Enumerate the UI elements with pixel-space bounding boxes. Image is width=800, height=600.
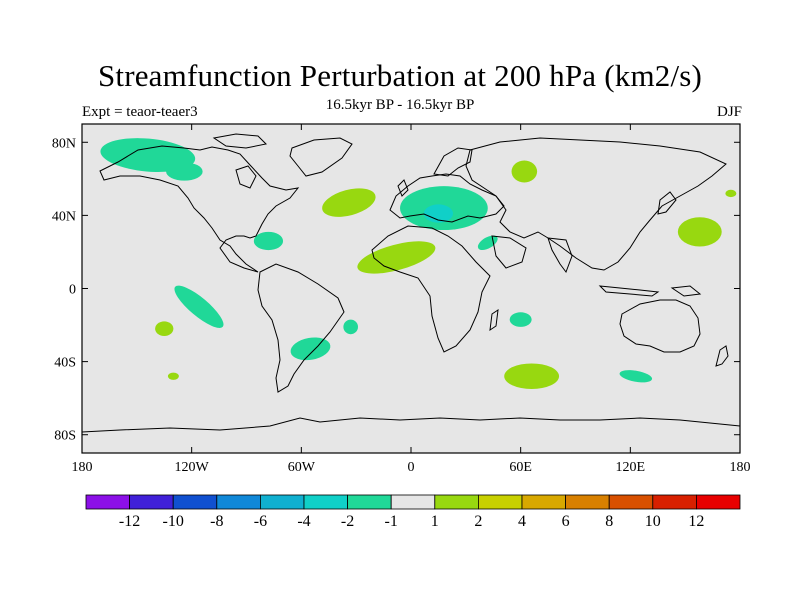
coast-africa xyxy=(371,225,491,353)
colorbar-label: 4 xyxy=(518,513,526,530)
x-tick-label: 60E xyxy=(509,460,532,475)
colorbar-label: 2 xyxy=(474,513,482,530)
colorbar-box xyxy=(477,494,523,510)
anomaly-negative-6 xyxy=(174,285,224,328)
y-tick-label: 80N xyxy=(52,136,76,151)
colorbar-box xyxy=(434,494,479,510)
y-tick-label: 40N xyxy=(52,209,76,224)
anomaly-negative-1 xyxy=(166,162,203,181)
colorbar-box xyxy=(85,494,130,510)
coast-new-zealand xyxy=(715,345,729,367)
anomaly-positive-14 xyxy=(725,189,737,198)
coast-asia xyxy=(465,137,727,271)
coast-new-guinea xyxy=(670,285,702,297)
colorbar-box xyxy=(565,494,610,510)
colorbar-box xyxy=(347,494,392,510)
x-tick-label: 120E xyxy=(616,460,646,475)
colorbar-box xyxy=(303,494,348,510)
colorbar-box xyxy=(129,494,174,510)
coast-india xyxy=(547,237,573,274)
coast-south-america xyxy=(257,263,345,393)
anomaly-core-europe xyxy=(423,204,454,223)
colorbar-label: -10 xyxy=(163,513,184,530)
x-tick-label: 120W xyxy=(175,460,210,475)
coast-arabia xyxy=(491,235,527,269)
anomaly-negative-4 xyxy=(253,231,284,251)
season-label: DJF xyxy=(716,104,742,120)
colorbar-label: -4 xyxy=(297,513,310,530)
anomaly-positive-16 xyxy=(155,321,174,337)
colorbar-label: -1 xyxy=(385,513,398,530)
colorbar-label: 8 xyxy=(605,513,613,530)
coast-antarctica xyxy=(81,417,741,433)
experiment-label: Expt = teaor-teaer3 xyxy=(82,104,198,120)
colorbar-label: 10 xyxy=(645,513,661,530)
coast-madagascar xyxy=(489,308,499,332)
coast-greenland xyxy=(289,137,353,177)
colorbar: -12 -10 -8 -6 -4 -2 -1 1 2 4 6 8 10 12 xyxy=(85,494,741,530)
colorbar-box xyxy=(216,494,261,510)
anomaly-positive-11 xyxy=(322,188,376,217)
anomaly-positive-18 xyxy=(504,363,560,390)
colorbar-label: 1 xyxy=(431,513,439,530)
y-tick-label: 0 xyxy=(69,283,76,298)
map-axes: 180 120W 60W 0 60E 120E 180 80N 40N 0 40S 80S xyxy=(52,124,751,475)
colorbar-label: -2 xyxy=(341,513,354,530)
coast-britain xyxy=(397,179,409,197)
anomaly-layer xyxy=(100,138,737,390)
colorbar-box xyxy=(390,494,436,510)
anomaly-positive-12 xyxy=(511,160,538,183)
x-tick-label: 180 xyxy=(730,460,751,475)
x-tick-label: 180 xyxy=(72,460,93,475)
colorbar-box xyxy=(521,494,566,510)
anomaly-negative-8 xyxy=(343,319,358,335)
map-panel: 180 120W 60W 0 60E 120E 180 80N 40N 0 40S 80S xyxy=(52,123,751,475)
colorbar-box xyxy=(652,494,697,510)
colorbar-label: -12 xyxy=(119,513,140,530)
coast-arctic-islands xyxy=(212,133,268,149)
coastlines xyxy=(81,133,741,433)
coast-australia xyxy=(619,299,701,353)
x-tick-label: 60W xyxy=(288,460,316,475)
colorbar-box xyxy=(172,494,218,510)
y-tick-label: 40S xyxy=(54,356,76,371)
plot-subtitle: 16.5kyr BP - 16.5kyr BP xyxy=(325,97,475,113)
coast-japan xyxy=(657,191,677,215)
colorbar-label: -8 xyxy=(210,513,223,530)
coast-north-america xyxy=(99,145,300,273)
colorbar-label: -6 xyxy=(254,513,267,530)
coast-hudson-bay xyxy=(235,165,257,189)
plot-title: Streamfunction Perturbation at 200 hPa (… xyxy=(97,58,703,93)
colorbar-box xyxy=(259,494,305,510)
anomaly-positive-15 xyxy=(357,241,436,274)
colorbar-label: 12 xyxy=(688,513,704,530)
anomaly-positive-17 xyxy=(167,372,179,380)
x-tick-label: 0 xyxy=(408,460,415,475)
coast-scandinavia xyxy=(433,147,473,177)
coast-indonesia xyxy=(598,285,660,297)
anomaly-negative-9 xyxy=(509,312,532,327)
y-tick-label: 80S xyxy=(54,429,76,444)
colorbar-box xyxy=(696,494,741,510)
anomaly-negative-10 xyxy=(619,370,653,383)
colorbar-box xyxy=(608,494,654,510)
anomaly-positive-13 xyxy=(677,217,722,247)
colorbar-label: 6 xyxy=(562,513,570,530)
